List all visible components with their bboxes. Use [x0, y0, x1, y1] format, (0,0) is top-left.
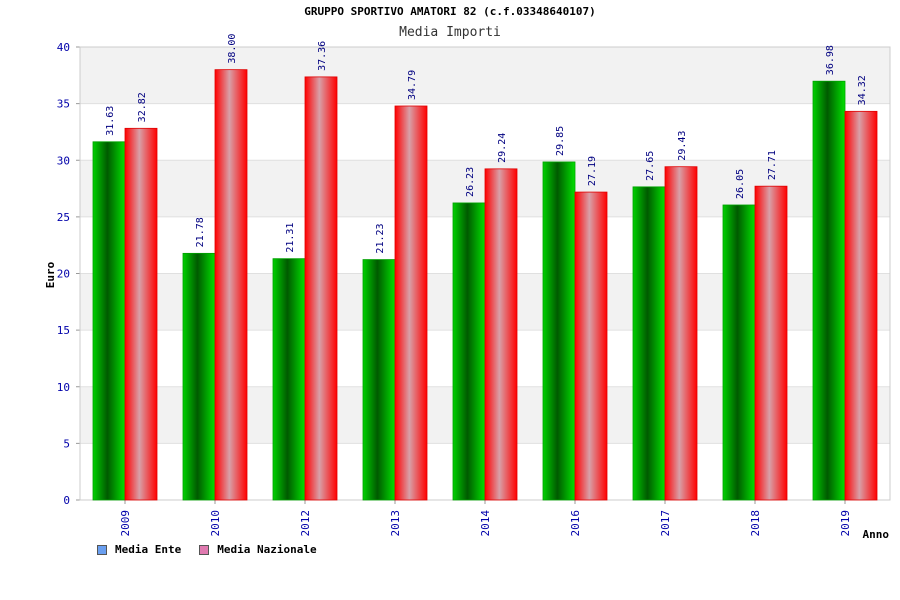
y-tick-label: 15 [57, 324, 70, 337]
legend-item-ente: Media Ente [97, 543, 181, 556]
y-tick-label: 35 [57, 98, 70, 111]
bar-media-ente [812, 80, 846, 501]
x-tick-label: 2014 [479, 510, 492, 537]
data-label: 38.00 [227, 34, 238, 64]
data-label: 34.32 [857, 75, 868, 105]
bar-media-nazionale [484, 168, 518, 501]
x-tick-label: 2009 [119, 510, 132, 537]
legend-swatch-nazionale [199, 544, 210, 555]
bar-media-ente [722, 204, 756, 501]
data-label: 31.63 [105, 106, 116, 136]
bar-media-ente [632, 186, 666, 501]
x-tick-label: 2016 [569, 510, 582, 537]
legend-label-nazionale: Media Nazionale [217, 543, 317, 556]
bar-media-nazionale [574, 191, 608, 501]
y-tick-label: 0 [63, 494, 70, 507]
bar-media-nazionale [754, 185, 788, 501]
x-tick-label: 2012 [299, 510, 312, 537]
data-label: 26.05 [735, 169, 746, 199]
data-label: 27.65 [645, 151, 656, 181]
data-label: 27.71 [767, 150, 778, 180]
data-label: 26.23 [465, 167, 476, 197]
bar-media-nazionale [304, 76, 338, 501]
y-tick-label: 10 [57, 381, 70, 394]
bar-media-ente [92, 141, 126, 501]
y-tick-label: 25 [57, 211, 70, 224]
bar-media-nazionale [844, 110, 878, 501]
bar-media-nazionale [394, 105, 428, 501]
y-axis-label: Euro [44, 261, 57, 288]
data-label: 27.19 [587, 156, 598, 186]
y-tick-label: 40 [57, 41, 70, 54]
legend-swatch-ente [97, 544, 107, 555]
bar-media-nazionale [664, 166, 698, 501]
data-label: 37.36 [317, 41, 328, 71]
data-label: 29.85 [555, 126, 566, 156]
x-tick-label: 2018 [749, 510, 762, 537]
data-label: 21.23 [375, 223, 386, 253]
data-label: 29.43 [677, 131, 688, 161]
chart-subtitle: Media Importi [399, 25, 501, 40]
data-label: 36.98 [825, 45, 836, 75]
y-tick-label: 5 [63, 437, 70, 450]
legend-label-ente: Media Ente [115, 543, 182, 556]
x-axis-label: Anno [863, 528, 890, 541]
bar-media-nazionale [124, 127, 158, 501]
bar-media-ente [452, 202, 486, 501]
legend: Media Ente Media Nazionale [97, 543, 317, 556]
data-label: 21.31 [285, 223, 296, 253]
y-tick-label: 30 [57, 154, 70, 167]
y-tick-label: 20 [57, 268, 70, 281]
bar-media-ente [362, 259, 396, 501]
chart-title: GRUPPO SPORTIVO AMATORI 82 (c.f.03348640… [304, 5, 596, 18]
data-label: 34.79 [407, 70, 418, 100]
x-tick-label: 2017 [659, 510, 672, 537]
bar-media-nazionale [214, 69, 248, 501]
bar-media-ente [272, 258, 306, 501]
legend-item-nazionale: Media Nazionale [199, 543, 317, 556]
grid-band [80, 47, 890, 104]
bar-media-ente [542, 161, 576, 501]
data-label: 32.82 [137, 92, 148, 122]
x-tick-label: 2019 [839, 510, 852, 537]
x-tick-label: 2013 [389, 510, 402, 537]
data-label: 29.24 [497, 133, 508, 163]
x-tick-label: 2010 [209, 510, 222, 537]
bar-media-ente [182, 252, 216, 501]
data-label: 21.78 [195, 217, 206, 247]
